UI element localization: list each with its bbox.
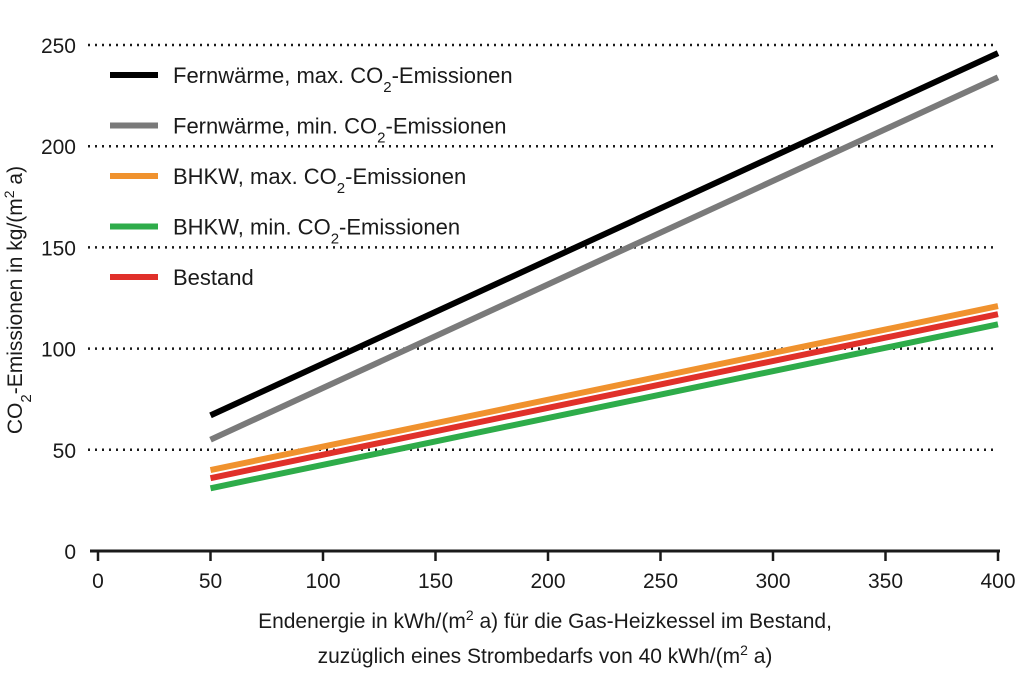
x-tick-label: 400: [980, 570, 1015, 593]
axes: 0 50 100 150 200 250 0 50 100 150 200 250 300 350 400: [41, 35, 1016, 593]
legend-label-1: Fernwärme, min. CO2-Emissionen: [173, 114, 507, 147]
axis-titles: Endenergie in kWh/(m2 a) für die Gas-Hei…: [1, 166, 832, 668]
y-tick-label: 0: [64, 541, 76, 564]
series-line-1: [209, 74, 1000, 443]
x-axis-title-line1: Endenergie in kWh/(m2 a) für die Gas-Hei…: [258, 607, 832, 633]
y-tick-label: 250: [41, 35, 76, 58]
series-lines: [209, 50, 1000, 492]
series-line-3: [209, 321, 999, 492]
x-tick-label: 300: [755, 570, 790, 593]
series-line-4: [209, 311, 999, 482]
x-axis-title-line2: zuzüglich eines Strombedarfs von 40 kWh/…: [318, 642, 773, 668]
x-tick-label: 0: [92, 570, 104, 593]
x-tick-label: 350: [868, 570, 903, 593]
y-tick-label: 200: [41, 136, 76, 159]
legend-label-2: BHKW, max. CO2-Emissionen: [173, 164, 466, 197]
x-tick-label: 150: [418, 570, 453, 593]
x-tick-label: 100: [305, 570, 340, 593]
grid-lines: [88, 43, 998, 452]
y-tick-label: 150: [41, 237, 76, 260]
legend: Fernwärme, max. CO2-Emissionen Fernwärme,…: [110, 63, 513, 290]
series-line-0: [209, 50, 1000, 419]
series-line-2: [209, 303, 999, 473]
legend-label-4: Bestand: [173, 265, 254, 290]
legend-label-0: Fernwärme, max. CO2-Emissionen: [173, 63, 513, 96]
x-tick-label: 250: [643, 570, 678, 593]
x-tick-label: 200: [530, 570, 565, 593]
legend-label-3: BHKW, min. CO2-Emissionen: [173, 215, 460, 248]
y-axis-title: CO2-Emissionen in kg/(m2 a): [1, 166, 35, 434]
x-tick-label: 50: [199, 570, 222, 593]
y-tick-label: 100: [41, 339, 76, 362]
y-tick-label: 50: [53, 440, 76, 463]
